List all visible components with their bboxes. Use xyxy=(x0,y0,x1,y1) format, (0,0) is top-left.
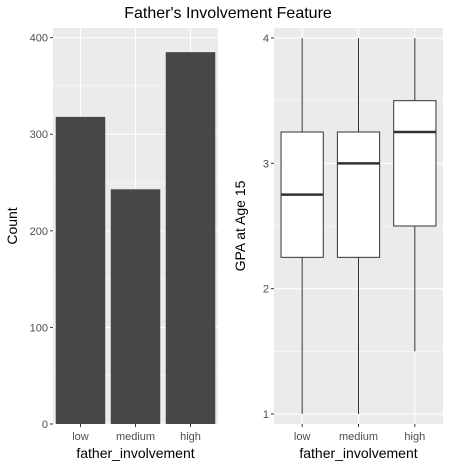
boxplot-x-tick-label: high xyxy=(404,431,425,443)
bar-y-tick-label: 200 xyxy=(30,226,48,238)
boxplot-x-tick-label: medium xyxy=(339,431,378,443)
box-low xyxy=(280,38,324,414)
boxplot-y-tick-label: 3 xyxy=(263,158,269,170)
bar-y-axis-ticks: 0 100 200 300 400 xyxy=(30,33,53,431)
boxplot-y-axis-ticks: 1 2 3 4 xyxy=(263,33,274,421)
boxplot-x-axis-ticks: low medium high xyxy=(294,424,425,443)
bar-x-axis-ticks: low medium high xyxy=(72,424,201,443)
box-medium xyxy=(336,38,381,414)
bar-y-tick-label: 400 xyxy=(30,33,48,45)
boxplot-x-tick-label: low xyxy=(294,431,311,443)
bar-low xyxy=(55,116,106,425)
box-iqr xyxy=(336,131,381,258)
bar-x-tick-label: medium xyxy=(116,431,155,443)
box-iqr xyxy=(393,100,437,227)
bar-x-tick-label: high xyxy=(180,431,201,443)
bar-x-axis-title: father_involvement xyxy=(76,445,194,461)
bar-y-tick-label: 0 xyxy=(42,419,48,431)
boxplot-panel: 1 2 3 4 low medium high father_involvement GP… xyxy=(232,28,443,461)
bar-chart-panel: 0 100 200 300 400 low medium high father_invol… xyxy=(4,28,218,461)
boxplot-y-tick-label: 1 xyxy=(263,409,269,421)
bar-y-tick-label: 100 xyxy=(30,322,48,334)
bar-y-axis-title: Count xyxy=(4,207,20,244)
boxplot-marks xyxy=(280,38,437,414)
boxplot-y-tick-label: 2 xyxy=(263,284,269,296)
boxplot-y-axis-title: GPA at Age 15 xyxy=(232,180,248,271)
bar-high xyxy=(165,52,216,425)
box-high xyxy=(393,38,437,352)
bar-x-tick-label: low xyxy=(72,431,89,443)
bar-marks xyxy=(55,52,216,425)
chart-title: Father's Involvement Feature xyxy=(124,5,332,22)
bar-y-tick-label: 300 xyxy=(30,129,48,141)
bar-medium xyxy=(110,189,161,424)
boxplot-x-axis-title: father_involvement xyxy=(299,445,417,461)
boxplot-y-tick-label: 4 xyxy=(263,33,269,45)
